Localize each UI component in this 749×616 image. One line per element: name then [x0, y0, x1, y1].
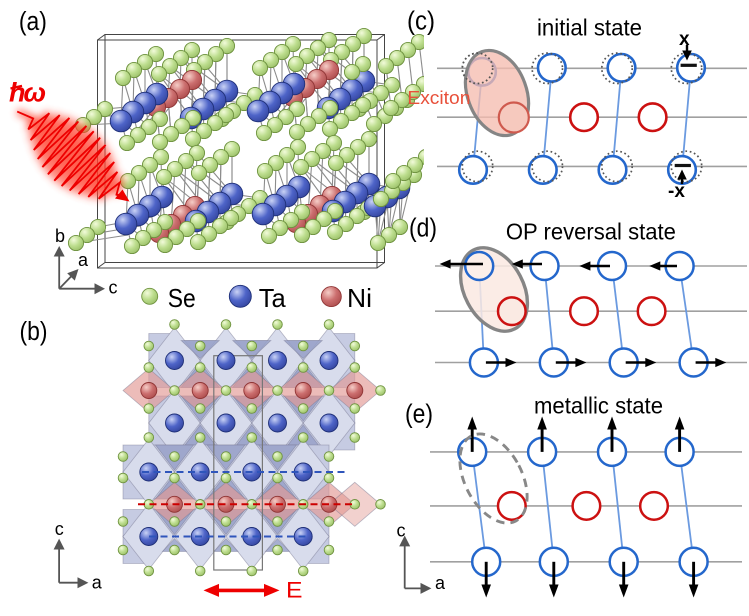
svg-text:b: b	[55, 226, 65, 246]
svg-text:c: c	[397, 521, 406, 541]
svg-text:Se: Se	[168, 283, 196, 313]
svg-text:(d): (d)	[409, 215, 437, 243]
svg-text:Ni: Ni	[347, 283, 372, 313]
svg-text:a: a	[92, 573, 103, 593]
svg-text:x: x	[679, 29, 690, 50]
svg-text:(c): (c)	[407, 8, 435, 36]
svg-text:a: a	[435, 573, 446, 593]
svg-text:Exciton: Exciton	[407, 88, 470, 108]
svg-text:(e): (e)	[405, 401, 433, 429]
svg-text:OP reversal state: OP reversal state	[506, 219, 676, 245]
svg-text:c: c	[55, 519, 64, 539]
svg-text:c: c	[109, 278, 118, 298]
svg-text:metallic state: metallic state	[534, 393, 663, 419]
svg-text:E: E	[286, 578, 303, 603]
svg-text:a: a	[78, 250, 89, 270]
svg-text:ω: ω	[24, 78, 47, 108]
svg-text:initial state: initial state	[537, 15, 642, 41]
svg-text:-x: -x	[668, 181, 685, 202]
svg-text:(b): (b)	[20, 318, 48, 346]
svg-text:(a): (a)	[19, 8, 47, 36]
svg-text:Ta: Ta	[259, 283, 287, 313]
